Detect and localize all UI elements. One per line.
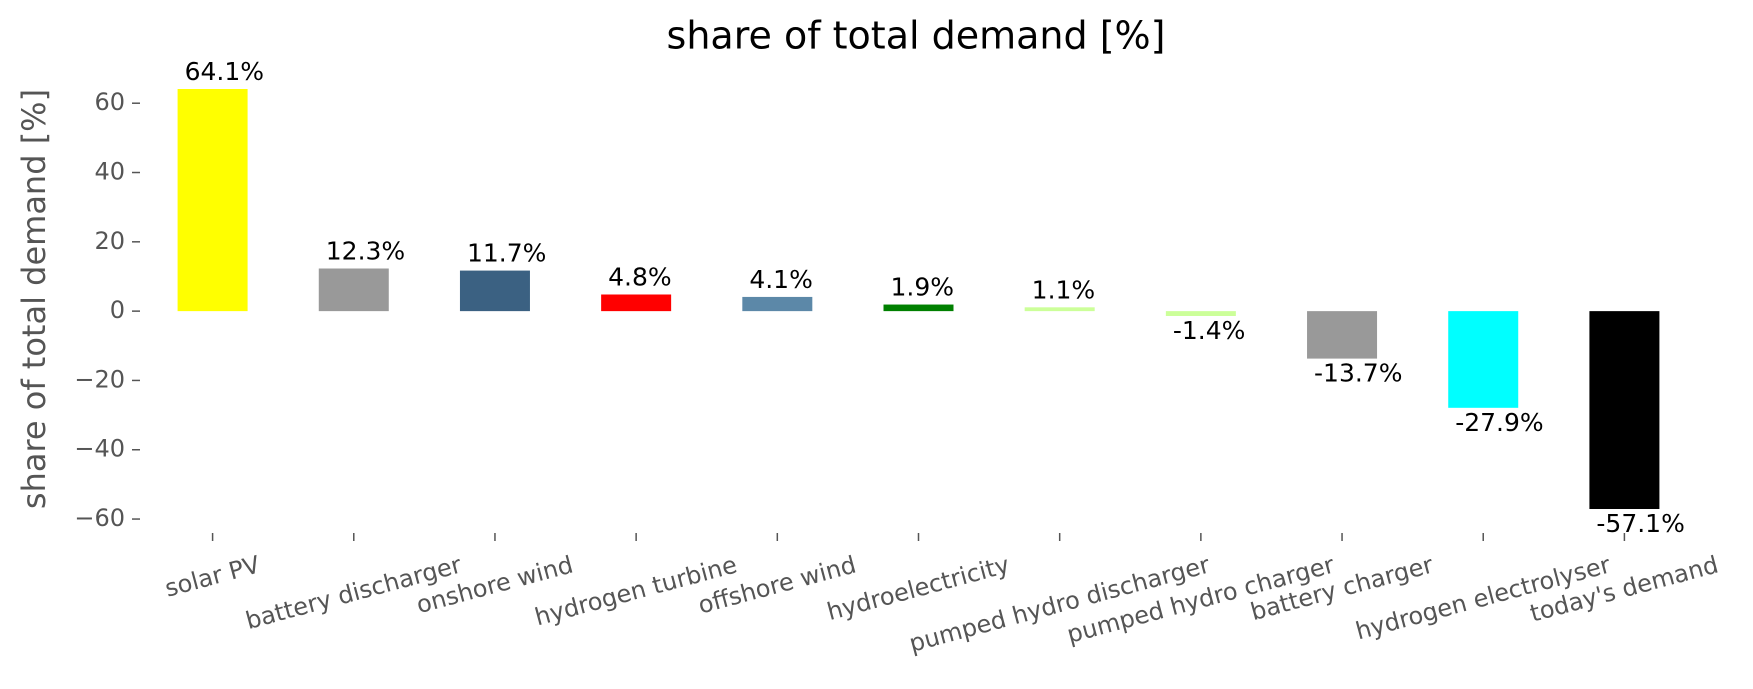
value-label: 4.8% <box>608 262 672 291</box>
bar <box>459 270 530 312</box>
y-tick-label: 0 <box>110 296 125 324</box>
bar <box>1589 311 1660 509</box>
value-label: -13.7% <box>1314 359 1402 388</box>
value-label: 4.1% <box>749 265 813 294</box>
y-tick-label: −60 <box>74 504 125 532</box>
value-label: -1.4% <box>1173 316 1246 345</box>
y-tick-label: 20 <box>94 227 125 255</box>
y-axis-label: share of total demand [%] <box>15 89 53 509</box>
value-label: -27.9% <box>1455 408 1543 437</box>
bar <box>177 89 248 312</box>
bar <box>1165 311 1236 316</box>
x-tick-label: solar PV <box>162 550 263 602</box>
value-label: 12.3% <box>326 237 405 266</box>
bar <box>1448 311 1519 408</box>
value-label: 1.9% <box>891 273 955 302</box>
bar <box>601 294 672 312</box>
y-tick-label: 60 <box>94 88 125 116</box>
bar <box>742 296 813 312</box>
y-tick-label: 40 <box>94 158 125 186</box>
bar <box>318 268 389 312</box>
bar <box>1307 311 1378 359</box>
bar <box>1024 307 1095 312</box>
y-tick-label: −20 <box>74 365 125 393</box>
value-label: 11.7% <box>467 239 546 268</box>
value-label: 64.1% <box>185 57 264 86</box>
y-tick-label: −40 <box>74 435 125 463</box>
bar <box>883 304 954 312</box>
chart-title: share of total demand [%] <box>667 14 1166 58</box>
value-label: 1.1% <box>1032 275 1096 304</box>
value-label: -57.1% <box>1596 509 1684 538</box>
